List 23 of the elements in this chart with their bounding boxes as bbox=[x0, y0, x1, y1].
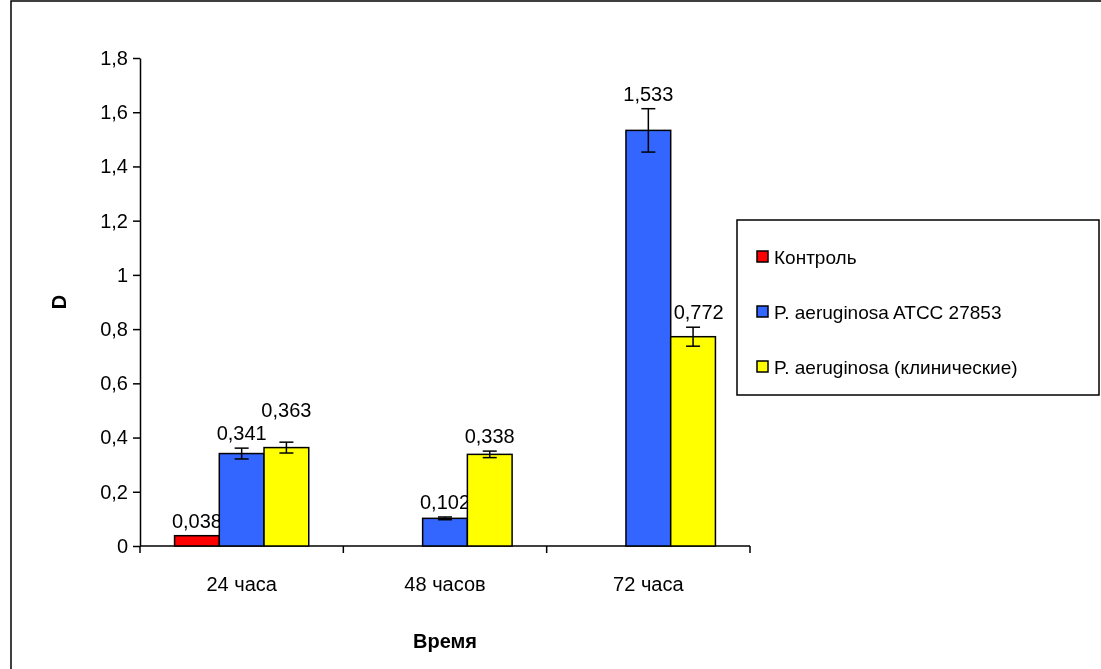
y-tick-label: 0 bbox=[116, 534, 128, 557]
x-tick-label: 72 часа bbox=[613, 573, 685, 595]
x-tick-label: 48 часов bbox=[404, 573, 486, 595]
data-label: 0,341 bbox=[216, 422, 267, 445]
legend-label: P. aeruginosa (клинические) bbox=[774, 357, 1018, 378]
y-tick-label: 1,2 bbox=[100, 209, 128, 232]
y-tick-label: 1,8 bbox=[100, 46, 128, 69]
y-tick-label: 0,6 bbox=[100, 372, 128, 395]
y-tick-label: 1,4 bbox=[100, 155, 128, 178]
y-tick-label: 1 bbox=[116, 263, 128, 286]
data-label: 0,363 bbox=[261, 399, 312, 422]
y-tick-label: 0,4 bbox=[100, 426, 128, 449]
x-tick-label: 24 часа bbox=[206, 573, 278, 595]
legend-label: P. aeruginosa ATCC 27853 bbox=[774, 302, 1002, 323]
y-axis-title: D bbox=[48, 294, 70, 310]
data-label: 1,533 bbox=[623, 82, 674, 105]
y-tick-label: 1,6 bbox=[100, 101, 128, 124]
data-label: 0,338 bbox=[464, 425, 515, 448]
y-tick-label: 0,2 bbox=[100, 480, 128, 503]
y-tick-label: 0,8 bbox=[100, 318, 128, 341]
data-label: 0,772 bbox=[673, 301, 724, 324]
x-axis-title: Время bbox=[413, 630, 477, 652]
legend-label: Контроль bbox=[774, 247, 857, 268]
